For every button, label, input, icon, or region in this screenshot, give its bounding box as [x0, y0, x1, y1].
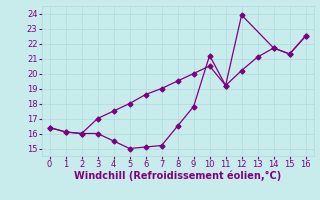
X-axis label: Windchill (Refroidissement éolien,°C): Windchill (Refroidissement éolien,°C): [74, 171, 281, 181]
